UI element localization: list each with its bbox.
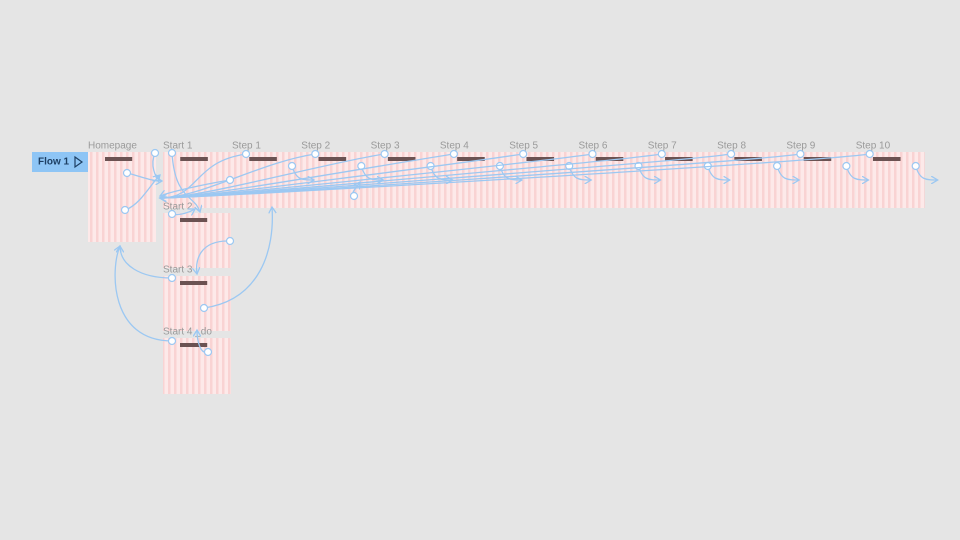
hotspot[interactable] [842, 161, 851, 171]
hotspot[interactable] [311, 149, 320, 159]
frame[interactable]: Step 1 [232, 141, 301, 208]
connection [203, 207, 272, 309]
frame-content [318, 157, 347, 161]
frame-content [872, 157, 901, 161]
hotspot[interactable] [911, 161, 920, 171]
frame[interactable]: Start 3 [163, 265, 231, 331]
frame[interactable]: Step 2 [301, 141, 371, 208]
frame-body[interactable] [88, 152, 156, 242]
hotspot[interactable] [449, 149, 458, 159]
hotspot[interactable] [796, 149, 805, 159]
frame-content [526, 157, 555, 161]
hotspot[interactable] [225, 236, 235, 246]
hotspot[interactable] [122, 168, 132, 178]
frame-label[interactable]: Step 1 [232, 141, 261, 152]
hotspot[interactable] [865, 149, 874, 159]
frame-body[interactable] [163, 276, 231, 331]
frame-label[interactable]: Start 1 [163, 141, 193, 152]
frame-label[interactable]: Step 3 [371, 141, 400, 152]
frame-label[interactable]: Step 10 [856, 141, 891, 152]
hotspot[interactable] [772, 161, 782, 171]
frame[interactable]: Step 8 [717, 141, 787, 208]
frame[interactable]: Step 5 [509, 141, 579, 208]
frame[interactable]: Step 10 [855, 141, 925, 208]
flow-label[interactable]: Flow 1 [38, 157, 70, 168]
hotspot[interactable] [241, 149, 251, 159]
hotspot[interactable] [726, 149, 736, 159]
play-icon[interactable] [74, 155, 84, 169]
hotspot[interactable] [167, 148, 177, 158]
frame[interactable]: Step 9 [786, 141, 856, 208]
frame-label[interactable]: Start 2 [163, 202, 193, 213]
frame-body[interactable] [163, 213, 231, 268]
hotspot[interactable] [225, 175, 235, 185]
frame-body[interactable] [232, 152, 301, 208]
frame-content [105, 157, 133, 161]
hotspot[interactable] [203, 347, 213, 357]
frame-content [180, 157, 208, 161]
frame[interactable]: Step 3 [370, 141, 440, 208]
connection [197, 240, 231, 274]
hotspot[interactable] [349, 191, 359, 201]
connection [171, 152, 200, 212]
frame-content [180, 281, 208, 285]
hotspot[interactable] [199, 303, 209, 313]
hotspot[interactable] [657, 149, 666, 159]
frame-label[interactable]: Homepage [88, 141, 137, 152]
frame-label[interactable]: Step 6 [579, 141, 608, 152]
frame-content [595, 157, 624, 161]
frame-label[interactable]: Step 2 [301, 141, 330, 152]
frame-content [180, 218, 208, 222]
frame-content [387, 157, 416, 161]
connection [160, 153, 870, 198]
frame-label[interactable]: Step 8 [717, 141, 746, 152]
hotspot[interactable] [519, 149, 528, 159]
frame-label[interactable]: Step 5 [509, 141, 538, 152]
hotspot[interactable] [167, 273, 177, 283]
hotspot[interactable] [588, 149, 597, 159]
frame[interactable]: Step 7 [647, 141, 717, 208]
frame-content [180, 343, 208, 347]
hotspot[interactable] [150, 148, 160, 158]
frame-label[interactable]: Step 7 [648, 141, 677, 152]
frame-label[interactable]: Start 3 [163, 265, 193, 276]
frame[interactable]: Start 2 [163, 202, 231, 268]
hotspot[interactable] [380, 149, 389, 159]
frame-label[interactable]: Start 4 _do [163, 327, 212, 338]
hotspot[interactable] [287, 161, 297, 171]
frame-body[interactable] [163, 338, 231, 394]
frame-content [249, 157, 277, 161]
hotspot[interactable] [120, 205, 130, 215]
frame-content [457, 157, 485, 161]
hotspot[interactable] [167, 336, 177, 346]
frame[interactable]: Homepage [88, 141, 156, 242]
flow-button[interactable]: Flow 1 [32, 152, 88, 172]
flow-button-bg[interactable] [32, 152, 88, 172]
frame-label[interactable]: Step 4 [440, 141, 469, 152]
connection [160, 179, 231, 196]
frame-label[interactable]: Step 9 [786, 141, 815, 152]
connections [115, 148, 938, 357]
hotspot[interactable] [167, 209, 177, 219]
frame[interactable]: Start 4 _do [163, 327, 231, 394]
connection [115, 246, 173, 342]
